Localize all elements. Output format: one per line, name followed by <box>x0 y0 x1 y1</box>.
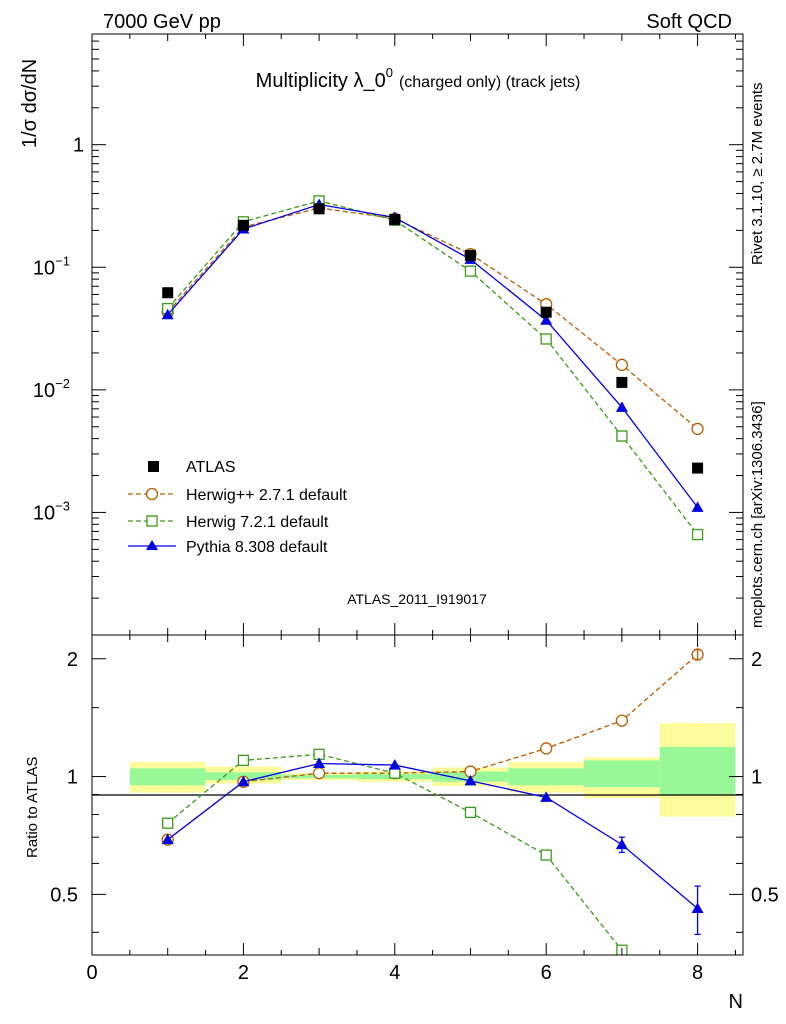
point-herwig-7-2-1-default-marker <box>162 817 174 829</box>
series-pythia-8-308-default <box>161 198 704 512</box>
ratio-y-tick-label-right: 0.5 <box>751 884 779 906</box>
legend-marker-herwig7 <box>146 515 158 527</box>
legend-entry-atlas: ATLAS <box>148 459 236 476</box>
series-line-herwig-2-7-1-default <box>167 654 699 841</box>
legend-label-herwigpp: Herwig++ 2.7.1 default <box>186 487 348 504</box>
point-pythia-8-308-default-marker <box>464 774 477 786</box>
x-tick-label: 2 <box>238 962 249 984</box>
chart-title-main: Multiplicity λ_0 <box>256 70 386 92</box>
legend: ATLAS Herwig++ 2.7.1 default Herwig 7.2.… <box>128 459 348 556</box>
point-pythia-8-308-default-marker <box>313 757 326 768</box>
main-panel: 1 10−1 10−2 10−3 Multiplicity λ_00 (charged … <box>19 33 744 636</box>
main-axes: 1 10−1 10−2 10−3 <box>33 33 743 635</box>
point-pythia-8-308-default-marker <box>691 501 704 512</box>
legend-entry-herwigpp: Herwig++ 2.7.1 default <box>128 487 348 504</box>
series-line-herwig-2-7-1-default <box>167 207 699 430</box>
ratio-axes: 0.5 0.5 1 1 2 2 0 2 4 6 8 <box>50 635 779 984</box>
point-pythia-8-308-default-marker <box>161 833 174 845</box>
point-pythia-8-308-default-marker <box>540 314 553 325</box>
ratio-y-tick-label-right: 2 <box>751 649 762 671</box>
point-herwig-2-7-1-default-marker <box>540 742 553 755</box>
legend-label-herwig7: Herwig 7.2.1 default <box>186 514 329 531</box>
y-tick-label: 10−3 <box>33 498 70 524</box>
point-herwig-2-7-1-default-marker <box>615 714 629 727</box>
point-atlas-marker <box>540 306 552 318</box>
point-pythia-8-308-default-marker <box>615 401 628 412</box>
point-pythia-8-308-default-marker <box>161 308 174 320</box>
chart-title-sup: 0 <box>386 65 393 80</box>
y-tick-exponent: −2 <box>55 376 70 391</box>
point-herwig-7-2-1-default-marker <box>691 528 704 541</box>
legend-label-atlas: ATLAS <box>186 459 236 476</box>
point-atlas-marker <box>464 249 476 261</box>
x-tick-label: 4 <box>389 962 400 984</box>
legend-entry-pythia: Pythia 8.308 default <box>128 539 328 556</box>
point-atlas-marker <box>162 287 174 299</box>
series-line-herwig-7-2-1-default <box>167 200 699 535</box>
chart-title-paren: (charged only) (track jets) <box>399 74 580 91</box>
point-atlas-marker <box>313 203 325 215</box>
point-herwig-7-2-1-default-marker <box>616 430 628 442</box>
x-tick-label: 0 <box>86 962 97 984</box>
legend-marker-herwigpp <box>145 487 159 501</box>
source-label: mcplots.cern.ch [arXiv:1306.3436] <box>749 401 766 628</box>
point-herwig-7-2-1-default-marker <box>464 806 477 819</box>
point-pythia-8-308-default-marker <box>388 759 401 770</box>
point-herwig-7-2-1-default-marker <box>389 767 401 779</box>
ratio-panel: 0.5 0.5 1 1 2 2 0 2 4 6 8 Ratio to ATLAS N <box>24 634 779 1017</box>
point-pythia-8-308-default-marker <box>540 791 553 802</box>
energy-label: 7000 GeV pp <box>103 11 221 33</box>
main-plot-area <box>161 195 704 541</box>
legend-marker-pythia <box>146 540 158 550</box>
legend-label-pythia: Pythia 8.308 default <box>186 539 328 556</box>
series-herwig-2-7-1-default <box>161 201 704 436</box>
ratio-y-tick-label: 1 <box>67 767 78 789</box>
point-herwig-2-7-1-default-marker <box>615 358 629 371</box>
ratio-y-tick-label-right: 1 <box>751 767 762 789</box>
point-herwig-7-2-1-default-marker <box>540 333 552 345</box>
series-atlas <box>162 203 704 474</box>
point-atlas-marker <box>616 376 628 388</box>
series-pythia-8-308-default <box>161 757 704 914</box>
ratio-frame <box>91 634 744 956</box>
ratio-y-axis-label: Ratio to ATLAS <box>24 757 41 858</box>
point-herwig-7-2-1-default-marker <box>662 1007 672 1017</box>
y-tick-label: 1 <box>73 135 84 157</box>
point-atlas-marker <box>389 214 401 226</box>
ratio-band-inner <box>659 747 736 795</box>
ratio-band-inner <box>508 768 585 786</box>
ratio-plot-area <box>161 648 704 1017</box>
x-tick-label: 6 <box>541 962 552 984</box>
ratio-band-inner <box>584 760 660 788</box>
point-herwig-2-7-1-default-marker <box>691 422 704 436</box>
y-tick-exponent: −1 <box>55 253 70 268</box>
legend-marker-atlas <box>148 461 159 472</box>
category-label: Soft QCD <box>646 11 732 33</box>
x-axis-label: N <box>729 991 743 1013</box>
point-herwig-7-2-1-default-marker <box>540 849 552 861</box>
series-line-pythia-8-308-default <box>167 203 699 508</box>
point-atlas-marker <box>692 462 704 474</box>
y-axis-label: 1/σ dσ/dN <box>19 59 41 148</box>
point-atlas-marker <box>237 219 249 231</box>
legend-entry-herwig7: Herwig 7.2.1 default <box>128 514 329 531</box>
y-tick-label: 10−1 <box>33 253 70 279</box>
x-tick-label: 8 <box>692 962 703 984</box>
ratio-y-tick-label: 2 <box>67 649 78 671</box>
ratio-bands <box>129 723 736 817</box>
point-herwig-7-2-1-default-marker <box>237 754 250 767</box>
ratio-band-inner <box>129 768 206 786</box>
chart-title: Multiplicity λ_00 (charged only) (track j… <box>256 65 581 92</box>
y-tick-exponent: −3 <box>55 498 70 513</box>
point-herwig-7-2-1-default-marker <box>464 265 477 277</box>
ratio-y-tick-label: 0.5 <box>50 884 78 906</box>
rivet-label: Rivet 3.1.10, ≥ 2.7M events <box>749 83 766 266</box>
point-pythia-8-308-default-marker <box>237 775 250 787</box>
watermark: ATLAS_2011_I919017 <box>347 591 487 607</box>
y-tick-label: 10−2 <box>33 376 70 402</box>
series-herwig-2-7-1-default <box>161 648 704 846</box>
point-herwig-2-7-1-default-marker <box>312 767 326 780</box>
series-line-pythia-8-308-default <box>167 762 699 910</box>
